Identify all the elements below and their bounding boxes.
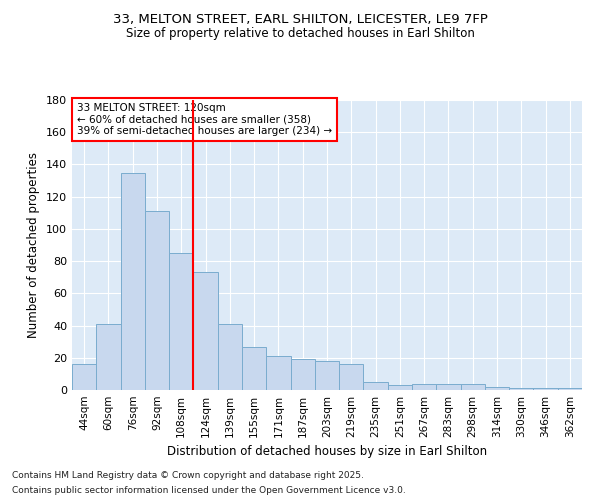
- Bar: [290, 360, 315, 390]
- Y-axis label: Number of detached properties: Number of detached properties: [28, 152, 40, 338]
- Bar: [218, 324, 242, 390]
- Bar: [315, 361, 339, 390]
- Bar: [266, 356, 290, 390]
- Text: 33, MELTON STREET, EARL SHILTON, LEICESTER, LE9 7FP: 33, MELTON STREET, EARL SHILTON, LEICEST…: [113, 12, 487, 26]
- Bar: [193, 272, 218, 390]
- Bar: [509, 388, 533, 390]
- Bar: [436, 384, 461, 390]
- Bar: [558, 388, 582, 390]
- Bar: [533, 388, 558, 390]
- Bar: [169, 253, 193, 390]
- Bar: [461, 384, 485, 390]
- Bar: [388, 385, 412, 390]
- Bar: [96, 324, 121, 390]
- Bar: [412, 384, 436, 390]
- Bar: [485, 387, 509, 390]
- Bar: [72, 364, 96, 390]
- Text: Contains public sector information licensed under the Open Government Licence v3: Contains public sector information licen…: [12, 486, 406, 495]
- Bar: [145, 211, 169, 390]
- X-axis label: Distribution of detached houses by size in Earl Shilton: Distribution of detached houses by size …: [167, 446, 487, 458]
- Bar: [242, 346, 266, 390]
- Text: Size of property relative to detached houses in Earl Shilton: Size of property relative to detached ho…: [125, 28, 475, 40]
- Bar: [364, 382, 388, 390]
- Bar: [121, 172, 145, 390]
- Text: 33 MELTON STREET: 120sqm
← 60% of detached houses are smaller (358)
39% of semi-: 33 MELTON STREET: 120sqm ← 60% of detach…: [77, 103, 332, 136]
- Text: Contains HM Land Registry data © Crown copyright and database right 2025.: Contains HM Land Registry data © Crown c…: [12, 471, 364, 480]
- Bar: [339, 364, 364, 390]
